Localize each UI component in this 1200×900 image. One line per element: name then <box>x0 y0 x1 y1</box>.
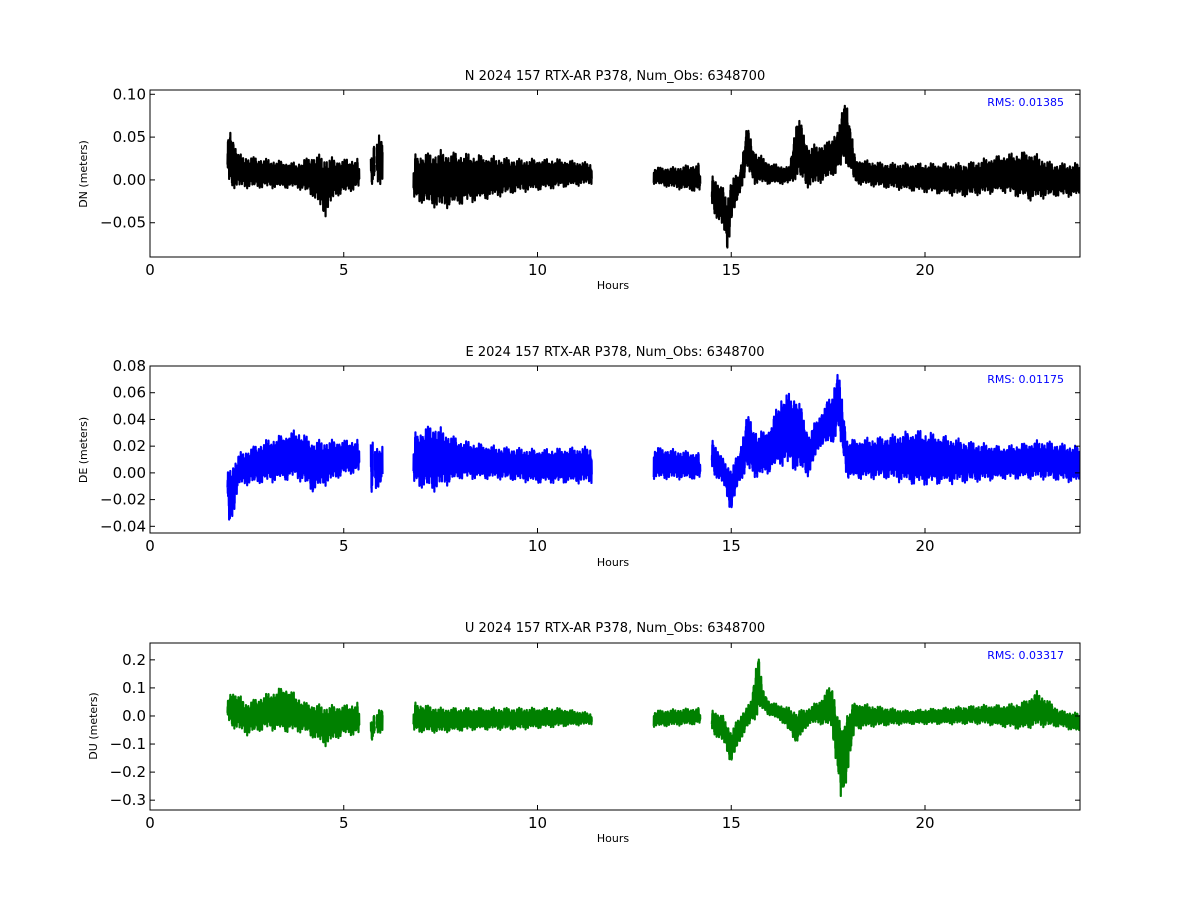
data-trace-up <box>710 658 1080 798</box>
data-trace-east <box>710 373 1080 509</box>
y-tick-label: 0.04 <box>113 410 146 428</box>
data-trace-up <box>226 687 361 748</box>
y-tick-label: −0.02 <box>100 491 146 509</box>
panel-north: N 2024 157 RTX-AR P378, Num_Obs: 6348700… <box>77 69 1081 292</box>
x-tick-label: 0 <box>145 261 155 279</box>
y-tick-label: 0.2 <box>122 651 146 669</box>
panel-east: E 2024 157 RTX-AR P378, Num_Obs: 6348700… <box>77 345 1081 569</box>
data-trace-north <box>369 145 376 185</box>
chart-title-north: N 2024 157 RTX-AR P378, Num_Obs: 6348700 <box>465 69 765 84</box>
data-trace-east <box>412 425 593 493</box>
chart-title-up: U 2024 157 RTX-AR P378, Num_Obs: 6348700 <box>465 621 765 636</box>
y-tick-label: 0.00 <box>113 464 146 482</box>
x-tick-label: 15 <box>722 814 741 832</box>
rms-annotation-up: RMS: 0.03317 <box>987 649 1064 662</box>
y-tick-label: 0.06 <box>113 384 146 402</box>
x-tick-label: 0 <box>145 537 155 555</box>
y-axis-label-up: DU (meters) <box>87 692 100 759</box>
plot-area-east <box>226 373 1080 521</box>
data-trace-up <box>375 709 384 734</box>
y-tick-label: 0.10 <box>113 85 146 103</box>
data-trace-north <box>652 162 702 192</box>
y-tick-label: 0.05 <box>113 128 146 146</box>
x-tick-label: 0 <box>145 814 155 832</box>
x-axis-label-up: Hours <box>597 832 629 845</box>
panel-up: U 2024 157 RTX-AR P378, Num_Obs: 6348700… <box>87 621 1081 845</box>
plot-area-up <box>226 658 1080 798</box>
x-tick-label: 5 <box>339 261 349 279</box>
plot-area-north <box>226 104 1080 249</box>
y-axis-label-north: DN (meters) <box>77 140 90 208</box>
y-tick-label: 0.1 <box>122 679 146 697</box>
data-trace-up <box>369 714 376 741</box>
x-axis-label-north: Hours <box>597 279 629 292</box>
y-tick-label: −0.05 <box>100 214 146 232</box>
x-tick-label: 20 <box>915 814 934 832</box>
data-trace-east <box>373 445 384 490</box>
data-trace-north <box>710 104 1080 249</box>
x-tick-label: 20 <box>915 537 934 555</box>
x-tick-label: 15 <box>722 537 741 555</box>
x-tick-label: 20 <box>915 261 934 279</box>
chart-title-east: E 2024 157 RTX-AR P378, Num_Obs: 6348700 <box>466 345 765 360</box>
data-trace-east <box>226 429 361 521</box>
data-trace-north <box>375 134 384 186</box>
y-tick-label: 0.08 <box>113 357 146 375</box>
x-axis-label-east: Hours <box>597 556 629 569</box>
axes-frame-up <box>149 642 1081 811</box>
axes-frame-north <box>149 89 1081 258</box>
y-tick-label: 0.0 <box>122 707 146 725</box>
x-tick-label: 15 <box>722 261 741 279</box>
data-trace-north <box>226 131 361 218</box>
data-trace-east <box>369 441 374 493</box>
x-tick-label: 5 <box>339 537 349 555</box>
y-axis-label-east: DE (meters) <box>77 417 90 483</box>
axes-frame-east <box>149 365 1081 534</box>
rms-annotation-east: RMS: 0.01175 <box>987 373 1064 386</box>
data-trace-up <box>652 706 702 728</box>
y-tick-label: −0.04 <box>100 517 146 535</box>
y-tick-label: −0.1 <box>110 735 146 753</box>
x-ticks-east: 0 5 10 15 20 <box>145 366 935 555</box>
data-trace-east <box>652 446 702 481</box>
y-tick-label: 0.00 <box>113 171 146 189</box>
x-tick-label: 10 <box>528 537 547 555</box>
rms-annotation-north: RMS: 0.01385 <box>987 96 1064 109</box>
data-trace-up <box>412 701 593 734</box>
y-tick-label: −0.2 <box>110 763 146 781</box>
y-ticks-up: −0.3 −0.2 −0.1 0.0 0.1 0.2 <box>110 651 1080 809</box>
y-tick-label: 0.02 <box>113 437 146 455</box>
x-ticks-up: 0 5 10 15 20 <box>145 643 935 832</box>
data-trace-north <box>412 148 593 210</box>
x-tick-label: 10 <box>528 814 547 832</box>
x-ticks-north: 0 5 10 15 20 <box>145 90 935 279</box>
y-tick-label: −0.3 <box>110 791 146 809</box>
x-tick-label: 5 <box>339 814 349 832</box>
y-ticks-east: −0.04 −0.02 0.00 0.02 0.04 0.06 0.08 <box>100 357 1080 535</box>
x-tick-label: 10 <box>528 261 547 279</box>
y-ticks-north: −0.05 0.00 0.05 0.10 <box>100 85 1080 232</box>
